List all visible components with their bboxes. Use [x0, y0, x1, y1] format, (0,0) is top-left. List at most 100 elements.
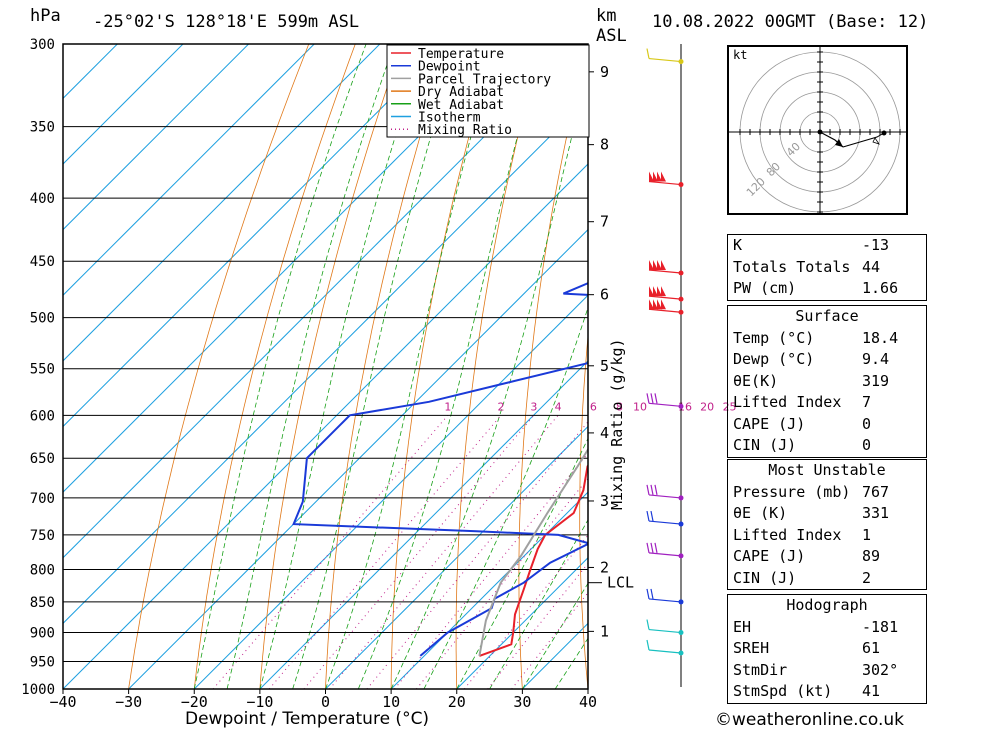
pressure-tick-label: 700	[30, 491, 55, 507]
legend-label: Temperature	[418, 47, 504, 62]
wind-barb-flag	[646, 393, 650, 404]
wind-barb-dot	[678, 296, 684, 302]
index-row-k: K -13	[733, 236, 890, 254]
wind-barb-shaft	[648, 628, 682, 634]
isotherm-line	[128, 228, 588, 689]
wind-barb-pennant	[649, 286, 654, 297]
wind-barb-shaft	[648, 552, 682, 557]
footer-credit[interactable]: ©weatheronline.co.uk	[715, 710, 905, 730]
wind-barb	[646, 48, 684, 65]
pressure-tick-label: 450	[30, 254, 55, 270]
wind-barb	[646, 510, 684, 527]
most-unstable-row: CIN (J) 2	[733, 568, 872, 587]
mixing-ratio-labels: 1 2 3 4 6 8 10 16 20 25	[444, 400, 736, 413]
x-tick-label: 10	[382, 693, 400, 711]
wind-barb-flag	[646, 542, 650, 554]
wind-barb-pennant	[657, 171, 662, 182]
wind-barb-pennant	[657, 259, 662, 270]
mixing-ratio-label: 4	[555, 400, 562, 413]
wind-barb-pennant	[657, 299, 662, 310]
mixing-ratio-label: 1	[444, 400, 451, 413]
wind-barb-pennant	[661, 259, 666, 270]
mixing-ratio-label: 2	[498, 400, 505, 413]
surface-row: Dewp (°C) 9.4	[733, 350, 890, 368]
wind-barb-pennant	[649, 299, 654, 310]
wind-barb-dot	[678, 403, 684, 409]
x-tick-label: −30	[115, 693, 142, 711]
wind-barb-flag	[646, 510, 650, 522]
wind-barb-dot	[678, 309, 684, 315]
isotherm-line	[456, 557, 588, 689]
mixing-ratio-line	[268, 414, 502, 689]
km-tick-label: 5	[600, 357, 609, 375]
km-unit-label: km	[596, 6, 617, 26]
x-tick-label: −10	[246, 693, 273, 711]
dry-adiabat-line	[259, 44, 403, 689]
surface-row: Temp (°C) 18.4	[733, 328, 899, 347]
wind-barb-shaft	[648, 494, 682, 499]
legend-label: Mixing Ratio	[418, 123, 512, 138]
most-unstable-title: Most Unstable	[768, 461, 886, 479]
indices-table: K -13 Totals Totals 44 PW (cm) 1.66	[727, 234, 927, 301]
mixing-ratio-label: 6	[590, 400, 597, 413]
mean-wind-arrow	[872, 137, 880, 145]
wind-barb-flag	[646, 484, 650, 496]
pressure-tick-label: 300	[30, 37, 55, 53]
isobars	[63, 43, 588, 690]
legend-label: Parcel Trajectory	[418, 72, 551, 87]
x-tick-label: 0	[321, 693, 330, 711]
wind-barb-shaft	[648, 308, 682, 313]
wind-barb	[648, 286, 684, 302]
surface-table: Surface Temp (°C) 18.4 Dewp (°C) 9.4 θE(K)…	[727, 305, 927, 458]
wind-barb-shaft	[648, 295, 682, 300]
wind-barb-dot	[678, 521, 684, 527]
km-ticks: 9 8 7 6 5 4 3 2 1 LCL	[588, 63, 634, 640]
wind-barb-dot	[678, 630, 684, 636]
x-axis-title: Dewpoint / Temperature (°C)	[185, 709, 430, 729]
dry-adiabat-line	[958, 44, 1000, 689]
wind-barb-flag	[646, 48, 650, 59]
wet-adiabat-line	[325, 44, 498, 689]
wind-barb	[646, 542, 684, 559]
location-title: -25°02'S 128°18'E 599m ASL	[93, 12, 360, 32]
dry-adiabat-line	[639, 44, 681, 689]
mixing-ratio-label: 10	[633, 400, 647, 413]
wind-barb-dot	[678, 599, 684, 605]
wet-adiabat-line	[259, 44, 426, 689]
wind-barb-shaft	[648, 57, 682, 63]
isotherm-line	[63, 44, 512, 493]
hodograph-panel: kt 40 80 120	[727, 45, 908, 215]
hodograph-stats-row: EH -181	[733, 617, 899, 636]
ring-label-40: 40	[784, 140, 803, 159]
wind-barb-flag	[650, 393, 654, 404]
profile-traces	[292, 282, 588, 657]
wind-barb-column	[646, 44, 684, 687]
hodograph-stats-table: Hodograph EH -181 SREH 61 StmDir 302° StmSp…	[727, 594, 927, 704]
wind-barb-flag	[654, 393, 658, 404]
hodograph-stats-title: Hodograph	[786, 596, 868, 614]
isotherm-line	[63, 44, 446, 428]
mixing-ratio-label: 16	[678, 400, 692, 413]
mixing-ratio-axis-text: Mixing Ratio (g/kg)	[608, 338, 626, 510]
hodograph-origin-dot	[817, 129, 823, 135]
isotherm-line	[390, 491, 588, 689]
parcel-trajectory-trace	[478, 447, 588, 657]
legend-label: Isotherm	[418, 111, 481, 126]
wind-barb-pennant	[653, 299, 658, 310]
isotherm-line	[63, 163, 588, 689]
wind-barb-shaft	[648, 649, 682, 654]
pressure-tick-label: 650	[30, 451, 55, 467]
index-row-totals: Totals Totals 44	[733, 257, 881, 276]
wind-barb-pennant	[653, 171, 658, 182]
wind-barb	[648, 171, 684, 188]
isotherm-line	[193, 294, 588, 689]
wind-barb-flag	[650, 588, 654, 600]
dry-adiabat-line	[128, 44, 310, 689]
pressure-ticks: 300 350 400 450 500 550 600 650 700 750 800 850 900 9…	[21, 37, 55, 698]
wind-barb	[648, 299, 684, 315]
hodograph-plot: 40 80 120	[729, 47, 906, 213]
wind-barb-dot	[678, 650, 684, 656]
wind-barb-shaft	[648, 269, 682, 274]
